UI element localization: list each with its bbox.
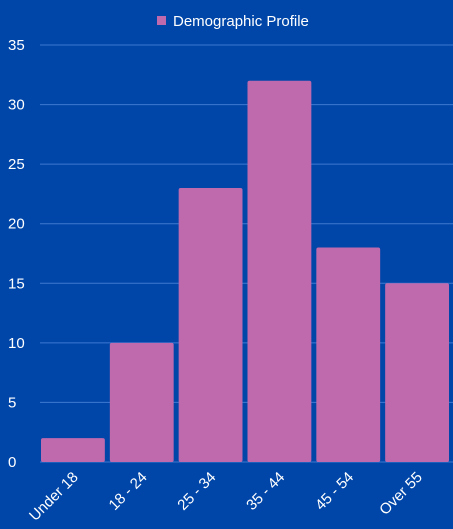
x-tick-label: Under 18 [26,469,82,525]
x-tick-label: 35 - 44 [243,469,288,514]
bar [41,438,105,462]
legend-label: Demographic Profile [173,13,309,30]
y-axis-tick-labels: 0 5 10 15 20 25 30 35 [8,37,25,471]
bars [41,80,449,462]
legend-swatch [157,16,166,25]
y-tick-label: 10 [8,335,25,352]
legend: Demographic Profile [157,13,309,30]
y-tick-label: 5 [8,394,16,411]
y-tick-label: 25 [8,156,25,173]
bar [385,283,449,462]
bar [316,247,381,462]
gridlines [40,44,453,463]
x-tick-label: 25 - 34 [174,469,219,514]
bar [247,80,312,462]
bar [178,187,243,462]
x-tick-label: 45 - 54 [312,469,357,514]
y-tick-label: 20 [8,216,25,233]
y-tick-label: 15 [8,275,25,292]
bar [109,342,174,462]
x-axis-tick-labels: Under 18 18 - 24 25 - 34 35 - 44 45 - 54 Over… [26,469,426,525]
x-tick-label: 18 - 24 [106,469,151,514]
y-tick-label: 30 [8,97,25,114]
y-tick-label: 0 [8,454,16,471]
x-tick-label: Over 55 [376,469,426,519]
y-tick-label: 35 [8,37,25,54]
